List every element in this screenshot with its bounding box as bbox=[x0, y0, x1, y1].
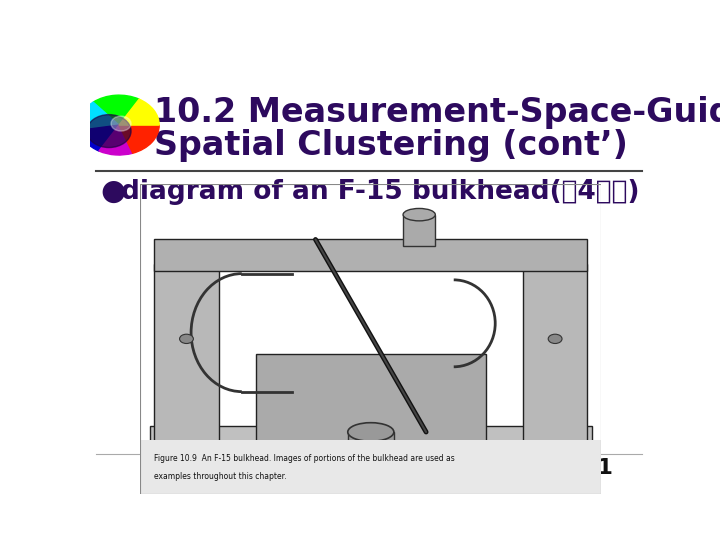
Bar bbox=[348, 432, 394, 463]
Text: Spatial Clustering (cont’): Spatial Clustering (cont’) bbox=[154, 130, 628, 163]
Wedge shape bbox=[79, 125, 119, 151]
Text: examples throughout this chapter.: examples throughout this chapter. bbox=[154, 471, 287, 481]
Text: 21: 21 bbox=[582, 458, 613, 478]
Wedge shape bbox=[99, 125, 132, 155]
Bar bbox=[150, 426, 592, 482]
Circle shape bbox=[87, 114, 131, 147]
Bar bbox=[154, 239, 588, 271]
Wedge shape bbox=[79, 102, 119, 130]
Wedge shape bbox=[119, 125, 159, 153]
Bar bbox=[523, 264, 588, 482]
Circle shape bbox=[548, 334, 562, 343]
Ellipse shape bbox=[403, 208, 436, 221]
Bar bbox=[403, 214, 436, 246]
Text: diagram of an F-15 bulkhead(险4舱板): diagram of an F-15 bulkhead(险4舱板) bbox=[121, 179, 639, 205]
Ellipse shape bbox=[348, 423, 394, 441]
Text: 10.2 Measurement-Space-Guided: 10.2 Measurement-Space-Guided bbox=[154, 96, 720, 129]
Text: ●: ● bbox=[100, 178, 125, 206]
Bar bbox=[256, 354, 486, 448]
Bar bbox=[154, 264, 219, 482]
Text: Figure 10.9  An F-15 bulkhead. Images of portions of the bulkhead are used as: Figure 10.9 An F-15 bulkhead. Images of … bbox=[154, 454, 455, 463]
Bar bbox=[140, 440, 601, 494]
Text: Digital Camera and Computer Vision Laboratory: Digital Camera and Computer Vision Labor… bbox=[152, 462, 436, 475]
Wedge shape bbox=[93, 95, 139, 125]
Wedge shape bbox=[119, 99, 159, 125]
Circle shape bbox=[179, 334, 194, 343]
Circle shape bbox=[111, 116, 131, 131]
